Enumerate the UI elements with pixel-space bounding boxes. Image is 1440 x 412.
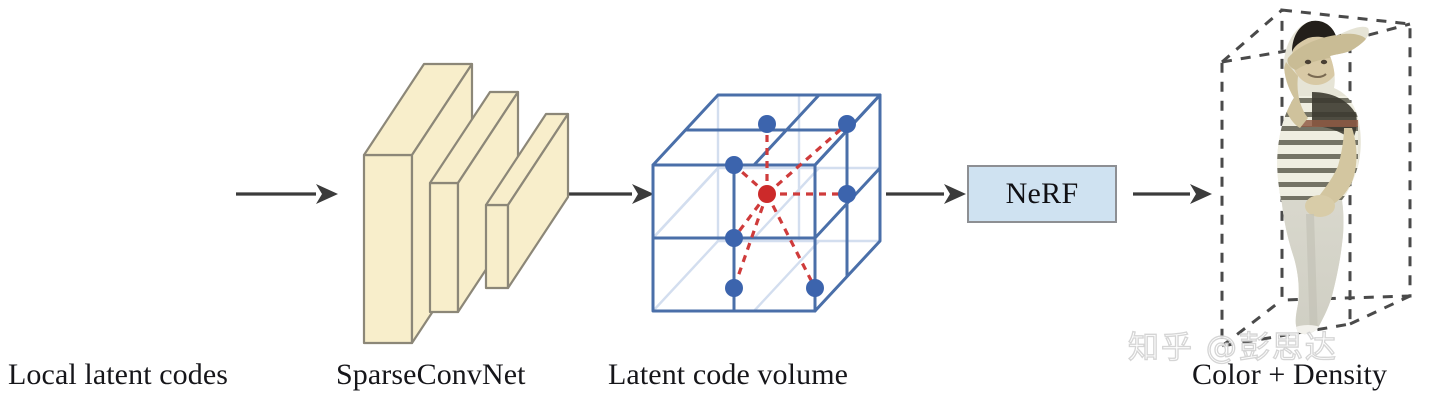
arrow-volume-to-nerf bbox=[886, 184, 966, 204]
arrow-network-to-volume bbox=[565, 184, 654, 204]
arrow-pointcloud-to-network bbox=[236, 184, 338, 204]
nerf-module-box[interactable]: NeRF bbox=[967, 165, 1117, 223]
caption-sparseconvnet: SparseConvNet bbox=[336, 358, 526, 391]
interpolation-rays bbox=[732, 122, 849, 289]
caption-local-latent-codes: Local latent codes bbox=[8, 358, 229, 391]
arrow-nerf-to-output bbox=[1133, 184, 1212, 204]
nerf-label: NeRF bbox=[1005, 177, 1079, 210]
conv-slab-3 bbox=[484, 112, 570, 290]
query-point bbox=[758, 185, 776, 203]
rendered-person bbox=[1277, 20, 1369, 335]
caption-color-density: Color + Density bbox=[1192, 358, 1388, 391]
caption-latent-code-volume: Latent code volume bbox=[608, 358, 849, 391]
bounding-box bbox=[1220, 8, 1412, 348]
cube-vertices bbox=[725, 115, 856, 297]
